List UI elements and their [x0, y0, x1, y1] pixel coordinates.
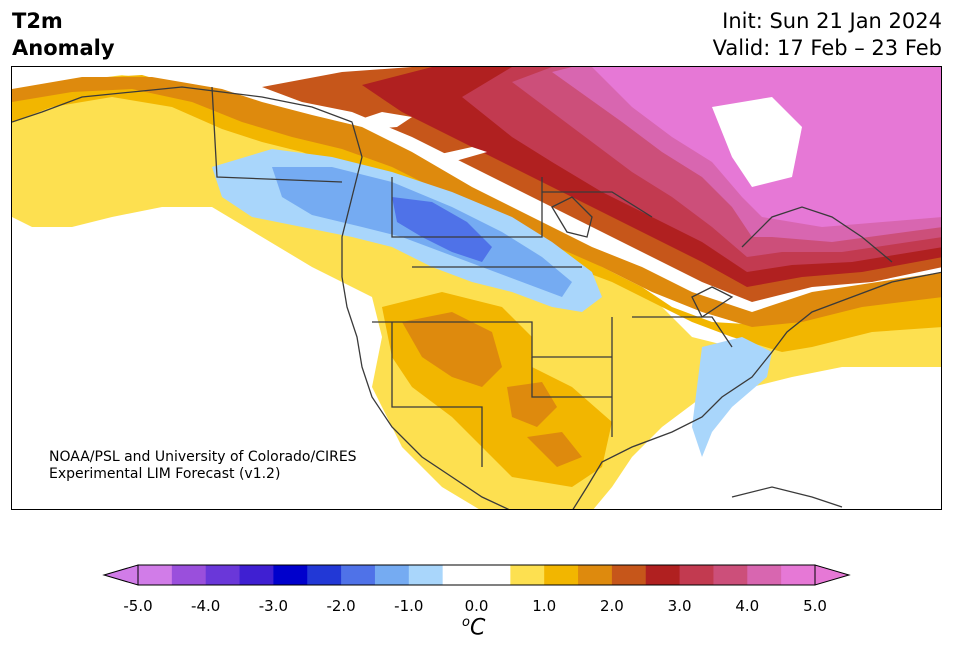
colorbar-tick-label: 0.0 [464, 597, 489, 615]
cold-anomaly-dark [392, 197, 492, 262]
colorbar-unit-label: oC [462, 615, 485, 640]
unit-celsius: C [469, 615, 486, 641]
colorbar-tick-label: 1.0 [532, 597, 557, 615]
warm-anomaly-orange-alaska [12, 77, 941, 327]
colorbar-tick-label: 2.0 [599, 597, 624, 615]
colorbar-under-arrow [102, 564, 139, 586]
credit-line-2: Experimental LIM Forecast (v1.2) [49, 466, 281, 482]
colorbar [102, 564, 851, 586]
colorbar-segment [611, 565, 647, 585]
warm-anomaly-southwest-orange [402, 312, 502, 387]
colorbar-segment [239, 565, 274, 585]
colorbar-segment [205, 565, 241, 585]
colorbar-segment [781, 565, 816, 585]
colorbar-segment [645, 565, 681, 585]
colorbar-segment [171, 565, 207, 585]
colorbar-over-arrow [814, 564, 851, 586]
colorbar-segment [476, 565, 511, 585]
colorbar-tick-label: 4.0 [735, 597, 760, 615]
colorbar-tick-label: -1.0 [394, 597, 424, 615]
title-line-1: T2m [12, 9, 63, 33]
colorbar-segment [442, 565, 477, 585]
colorbar-outline [137, 564, 816, 586]
colorbar-tick-label: -5.0 [123, 597, 153, 615]
warm-anomaly-texas-orange [507, 382, 557, 427]
colorbar-segment [747, 565, 782, 585]
init-date-label: Init: Sun 21 Jan 2024 [722, 9, 942, 33]
colorbar-segment [408, 565, 444, 585]
colorbar-tick-label: -3.0 [258, 597, 289, 615]
great-bear-lake [427, 147, 487, 162]
colorbar-segment [273, 565, 308, 585]
hudson-bay [712, 97, 802, 187]
colorbar-segment [374, 565, 410, 585]
map-title: T2m Anomaly [12, 8, 115, 62]
valid-date-label: Valid: 17 Feb – 23 Feb [712, 36, 942, 60]
anomaly-map [11, 66, 942, 510]
colorbar-tick-label: -4.0 [191, 597, 221, 615]
colorbar-segment [679, 565, 714, 585]
coastlines [12, 86, 941, 509]
great-slave-lake [352, 112, 412, 129]
anomaly-map-svg [12, 67, 941, 509]
forecast-dates: Init: Sun 21 Jan 2024 Valid: 17 Feb – 23… [713, 8, 942, 62]
title-line-2: Anomaly [12, 36, 115, 60]
cold-anomaly-southeast [692, 337, 772, 457]
colorbar-tick-label: 3.0 [667, 597, 692, 615]
credit-line-1: NOAA/PSL and University of Colorado/CIRE… [49, 449, 357, 465]
colorbar-segment [713, 565, 748, 585]
warm-anomaly-gulf-orange [527, 432, 582, 467]
colorbar-segment [578, 565, 613, 585]
colorbar-ticks: -5.0 -4.0 -3.0 -2.0 -1.0 0.0 1.0 2.0 3.0 4.0 5.0 [0, 597, 953, 617]
colorbar-segment [341, 565, 376, 585]
colorbar-segment [138, 565, 173, 585]
colorbar-segment [307, 565, 342, 585]
colorbar-segment [510, 565, 545, 585]
forecast-credit: NOAA/PSL and University of Colorado/CIRE… [49, 449, 357, 483]
unit-degree: o [462, 615, 470, 630]
colorbar-segment [544, 565, 579, 585]
colorbar-tick-label: 5.0 [803, 597, 827, 615]
colorbar-tick-label: -2.0 [326, 597, 356, 615]
